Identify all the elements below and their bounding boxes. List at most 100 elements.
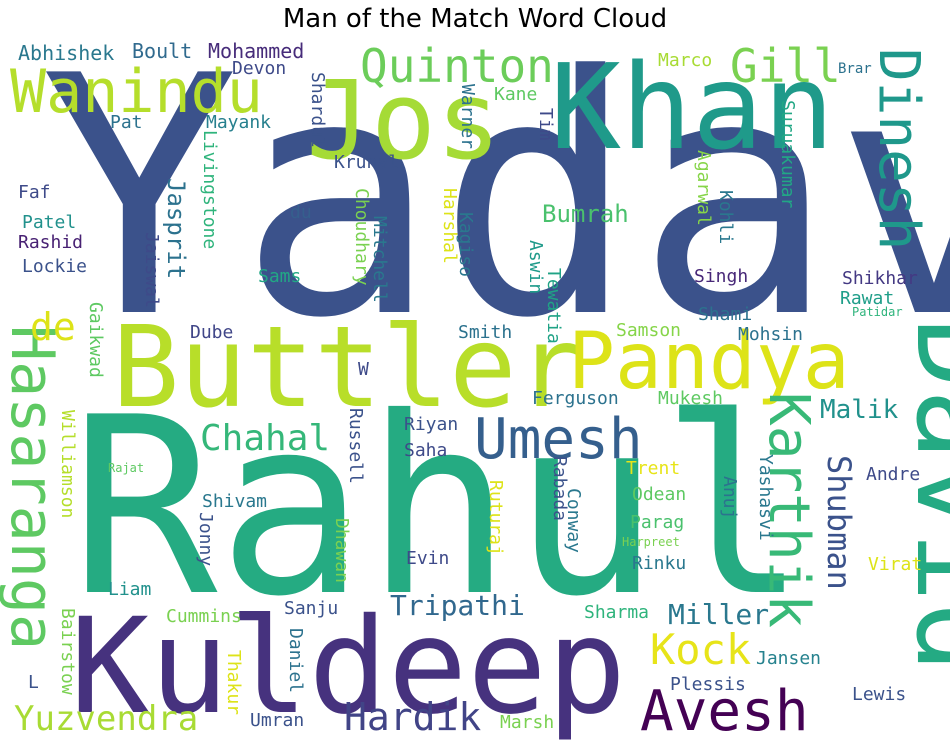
word-odean: Odean xyxy=(632,484,686,505)
word-thakur: Thakur xyxy=(223,650,244,715)
word-miller: Miller xyxy=(668,598,769,631)
word-choudhary: Choudhary xyxy=(351,188,372,286)
word-kohli: Kohli xyxy=(715,190,736,244)
word-marsh: Marsh xyxy=(500,712,554,733)
word-boult: Boult xyxy=(132,39,192,63)
word-karthik: Karthik xyxy=(756,392,821,628)
word-umran: Umran xyxy=(250,710,304,731)
word-evin: Evin xyxy=(406,548,449,569)
word-de: de xyxy=(30,305,76,349)
word-rajat: Rajat xyxy=(108,461,144,475)
word-khan: Khan xyxy=(550,38,834,176)
word-lewis: Lewis xyxy=(852,684,906,705)
word-jasprit: Jasprit xyxy=(162,178,190,279)
word-aswin: Aswin xyxy=(525,240,546,294)
word-jaiswal: Jaiswal xyxy=(141,232,162,308)
word-harpreet: Harpreet xyxy=(622,535,680,549)
word-agarwal: Agarwal xyxy=(693,150,714,226)
word-parag: Parag xyxy=(630,512,684,533)
word-chahal: Chahal xyxy=(200,418,330,459)
word-krunal: Krunal xyxy=(334,152,399,173)
word-shami: Shami xyxy=(698,304,752,325)
word-pat: Pat xyxy=(110,112,143,133)
word-kuldeep: Kuldeep xyxy=(70,590,626,744)
word-hasaranga: Hasaranga xyxy=(0,325,67,650)
word-shardul: Shardul xyxy=(307,72,328,148)
word-dube: Dube xyxy=(190,322,233,343)
word-ruturaj: Ruturaj xyxy=(485,480,506,556)
word-patel: Patel xyxy=(22,212,76,233)
word-sanju: Sanju xyxy=(284,598,338,619)
word-faf: Faf xyxy=(18,182,51,203)
word-smith: Smith xyxy=(458,322,512,343)
word-shikhar: Shikhar xyxy=(842,268,918,289)
word-yuzvendra: Yuzvendra xyxy=(14,699,198,739)
word-russell: Russell xyxy=(345,408,366,484)
word-mitchell: Mitchell xyxy=(369,216,390,303)
word-shubman: Shubman xyxy=(820,455,858,590)
word-brar: Brar xyxy=(838,61,872,77)
word-mayank: Mayank xyxy=(206,112,271,133)
word-l: L xyxy=(28,672,39,693)
word-hardik: Hardik xyxy=(344,695,481,739)
word-rawat: Rawat xyxy=(840,288,894,309)
word-jos: Jos xyxy=(306,59,501,184)
word-w: W xyxy=(358,359,369,380)
word-shivam: Shivam xyxy=(202,491,267,512)
word-gill: Gill xyxy=(730,39,841,93)
word-rahul: Rahul xyxy=(70,365,808,650)
word-plessis: Plessis xyxy=(670,674,746,695)
word-bumrah: Bumrah xyxy=(542,200,629,228)
chart-title: Man of the Match Word Cloud xyxy=(282,4,668,34)
word-anuj: Anuj xyxy=(719,476,740,519)
word-sams: Sams xyxy=(258,266,301,287)
word-david: David xyxy=(890,318,950,673)
word-samson: Samson xyxy=(616,320,681,341)
word-rabada: Rabada xyxy=(549,456,570,521)
word-gaikwad: Gaikwad xyxy=(85,302,106,378)
word-marco: Marco xyxy=(658,50,712,71)
word-dhawan: Dhawan xyxy=(331,518,352,583)
word-cummins: Cummins xyxy=(166,606,242,627)
word-suruakumar: Suruakumar xyxy=(777,100,798,209)
word-mohsin: Mohsin xyxy=(738,324,803,345)
word-kock: Kock xyxy=(650,625,751,674)
word-avesh: Avesh xyxy=(640,679,809,744)
word-jansen: Jansen xyxy=(756,648,821,669)
word-williamson: Williamson xyxy=(57,410,78,518)
word-yadav: Yadav xyxy=(40,6,950,390)
word-liam: Liam xyxy=(108,579,151,600)
word-buttler: Buttler xyxy=(112,303,584,433)
word-tewatia: Tewatia xyxy=(543,268,564,344)
word-jonny: Jonny xyxy=(195,512,216,566)
word-patidar: Patidar xyxy=(852,305,903,319)
word-trent: Trent xyxy=(626,458,680,479)
word-devon: Devon xyxy=(232,58,286,79)
word-pandya: Pandya xyxy=(568,317,850,407)
word-lockie: Lockie xyxy=(22,256,87,277)
word-rashid: Rashid xyxy=(18,232,83,253)
word-malik: Malik xyxy=(820,395,899,425)
word-sharma: Sharma xyxy=(584,602,649,623)
word-daniel: Daniel xyxy=(285,628,306,693)
word-tripathi: Tripathi xyxy=(390,589,525,622)
word-harshal: Harshal xyxy=(439,188,460,264)
word-bairstow: Bairstow xyxy=(57,608,78,695)
word-yashasvi: Yashasvi xyxy=(755,454,776,541)
word-riyan: Riyan xyxy=(404,414,458,435)
word-wanindu: Wanindu xyxy=(10,57,263,127)
word-abhishek: Abhishek xyxy=(18,41,114,65)
word-kagiso: Kagiso xyxy=(455,212,476,277)
word-du: du xyxy=(290,202,312,223)
word-singh: Singh xyxy=(694,266,748,287)
word-rinku: Rinku xyxy=(632,553,686,574)
word-kane: Kane xyxy=(494,84,537,105)
word-livingstone: Livingstone xyxy=(199,130,220,249)
word-conway: Conway xyxy=(563,488,584,553)
word-andre: Andre xyxy=(866,464,920,485)
word-tim: Tim xyxy=(535,108,556,141)
word-virat: Virat xyxy=(868,554,922,575)
word-mukesh: Mukesh xyxy=(658,388,723,409)
word-umesh: Umesh xyxy=(474,407,643,472)
